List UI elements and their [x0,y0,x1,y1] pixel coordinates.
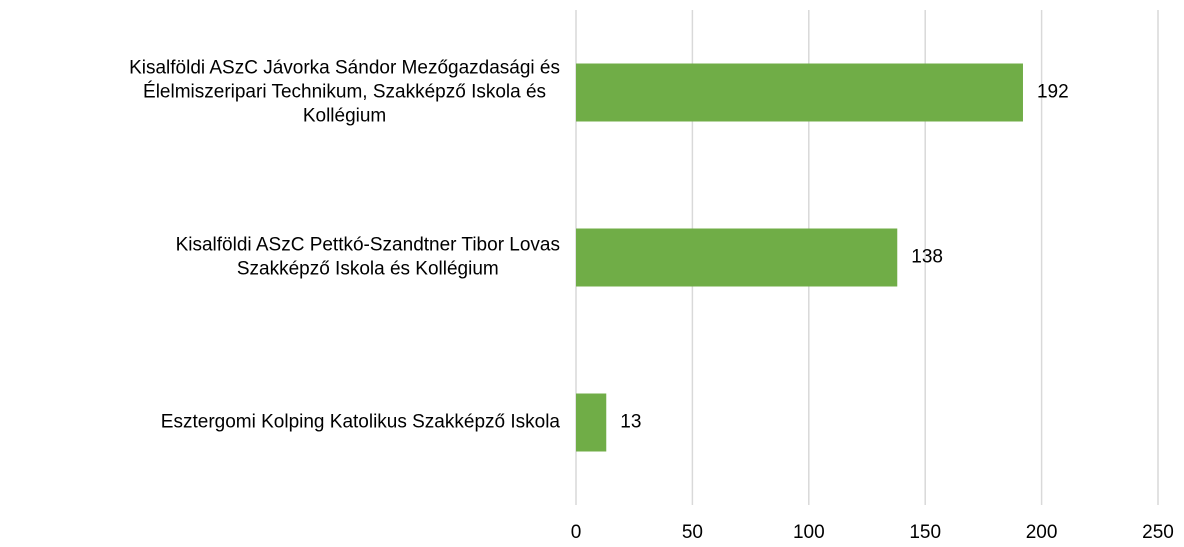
value-label: 13 [620,412,641,433]
bar [576,63,1023,122]
x-tick-label: 150 [909,522,941,543]
x-tick-label: 50 [682,522,703,543]
x-tick-label: 100 [793,522,825,543]
bar [576,228,898,287]
value-label: 192 [1037,82,1069,103]
bar [576,393,607,452]
x-tick-label: 0 [571,522,582,543]
y-tick-label: Esztergomi Kolping Katolikus Szakképző I… [161,412,561,433]
x-tick-label: 250 [1142,522,1174,543]
y-tick-label: Kisalföldi ASzC Jávorka Sándor Mezőgazda… [129,58,560,127]
value-label: 138 [911,247,943,268]
x-tick-label: 200 [1026,522,1058,543]
y-tick-label: Kisalföldi ASzC Pettkó-Szandtner Tibor L… [176,235,560,280]
